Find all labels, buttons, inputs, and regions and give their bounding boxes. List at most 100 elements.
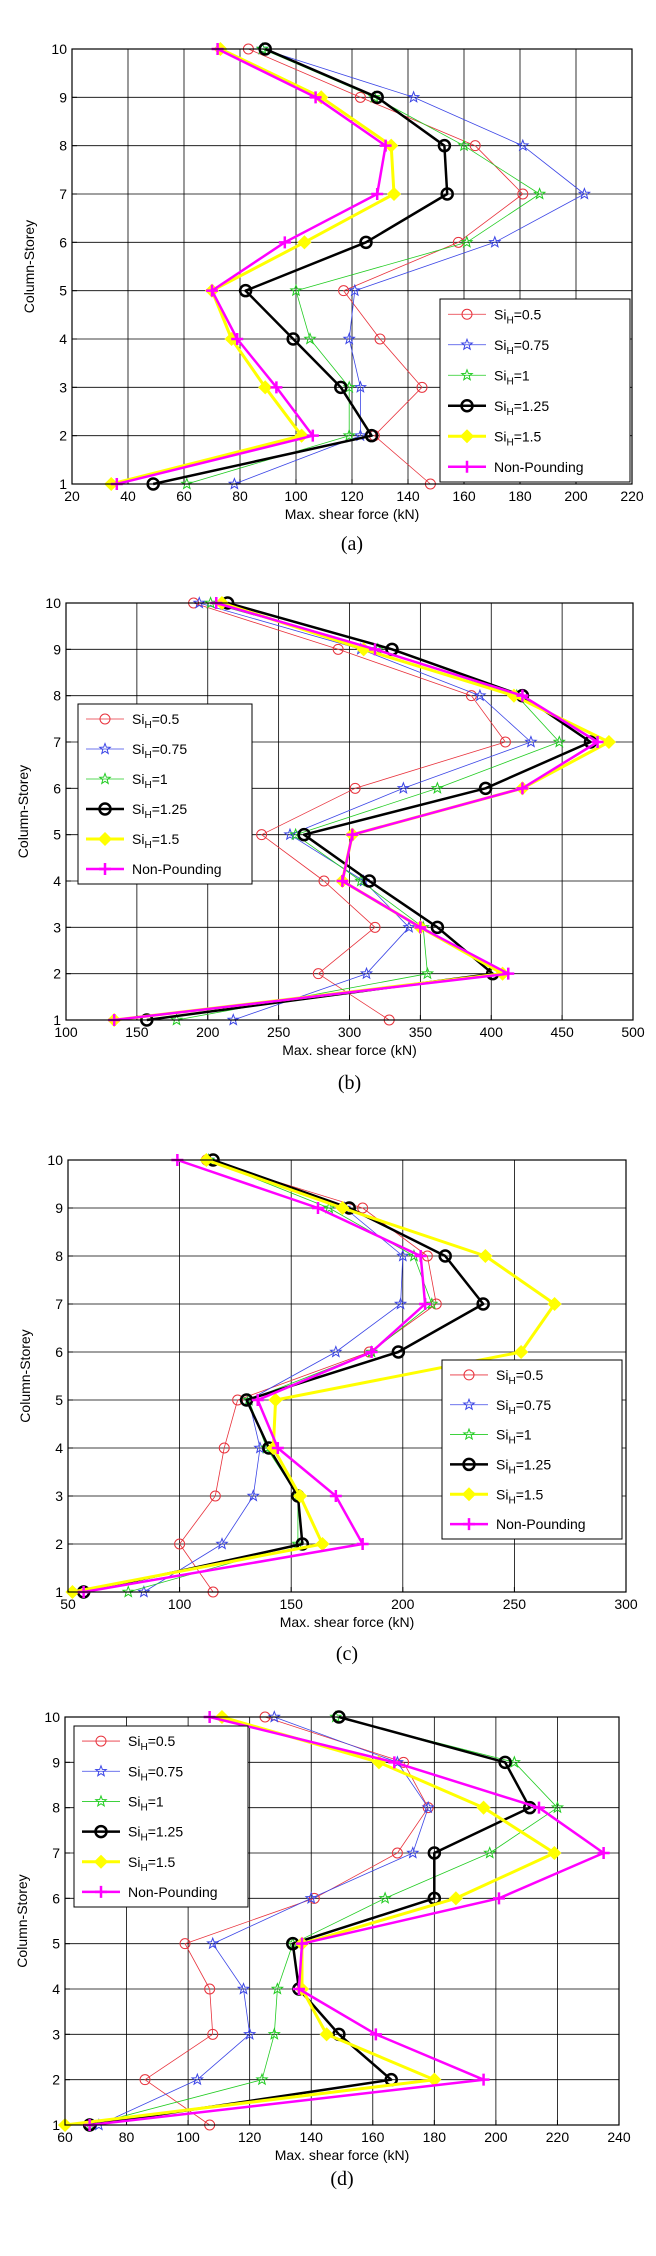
marker-star xyxy=(402,920,416,933)
marker-star xyxy=(243,2027,257,2040)
x-tick-label: 400 xyxy=(480,1024,504,1040)
series-line xyxy=(72,1158,557,1594)
series-line xyxy=(64,1715,556,2127)
marker-circle xyxy=(364,428,379,443)
marker-circle xyxy=(338,285,350,297)
legend-label: Non-Pounding xyxy=(494,459,584,475)
marker-circle xyxy=(174,1538,186,1550)
marker-star xyxy=(192,596,206,609)
series-SiH=0.75 xyxy=(92,1710,435,2131)
y-tick-label: 2 xyxy=(55,1536,63,1552)
marker-plus xyxy=(371,188,384,200)
y-tick-label: 3 xyxy=(53,919,61,935)
legend-label: Non-Pounding xyxy=(496,1516,586,1532)
x-tick-label: 180 xyxy=(508,488,532,504)
marker-plus xyxy=(414,921,427,934)
marker-diamond xyxy=(459,429,475,444)
marker-circle xyxy=(362,874,377,888)
marker-plus xyxy=(369,643,382,656)
legend-entry: SiH=1.25 xyxy=(448,398,549,418)
y-tick-label: 1 xyxy=(53,1012,61,1028)
x-tick-label: 20 xyxy=(64,488,80,504)
x-tick-label: 100 xyxy=(54,1024,78,1040)
series-line xyxy=(143,1159,404,1593)
marker-star xyxy=(462,1427,476,1441)
legend-entry: SiH=1 xyxy=(86,771,168,791)
legend-entry: SiH=1.5 xyxy=(450,1486,544,1506)
marker-plus xyxy=(251,1394,264,1406)
legend-entry: SiH=0.75 xyxy=(448,337,549,357)
marker-plus xyxy=(95,1885,107,1898)
y-axis-label: Column-Storey xyxy=(14,1874,30,1967)
marker-star xyxy=(236,1982,251,1995)
marker-circle xyxy=(286,332,300,346)
legend-label: SiH=0.75 xyxy=(496,1397,551,1417)
marker-star xyxy=(267,2027,281,2040)
marker-star xyxy=(98,742,112,755)
marker-star xyxy=(255,42,269,55)
marker-star xyxy=(393,1297,408,1310)
marker-diamond xyxy=(93,1854,109,1869)
marker-star xyxy=(226,1013,240,1026)
marker-plus xyxy=(356,1538,369,1550)
series-line xyxy=(83,1158,485,1594)
series-line xyxy=(89,1715,531,2127)
marker-star xyxy=(98,772,112,785)
panel-caption: (d) xyxy=(330,2168,353,2190)
marker-circle xyxy=(499,736,511,748)
marker-diamond xyxy=(476,1800,491,1815)
marker-diamond xyxy=(294,428,309,443)
marker-diamond xyxy=(448,1891,463,1906)
legend-label: SiH=0.5 xyxy=(128,1733,176,1753)
legend-entry: SiH=0.75 xyxy=(450,1397,551,1417)
series-line xyxy=(248,48,524,485)
marker-star xyxy=(406,1846,420,1859)
marker-diamond xyxy=(319,2027,334,2042)
marker-circle xyxy=(438,1249,452,1263)
marker-circle xyxy=(498,1755,512,1770)
legend-label: SiH=1.25 xyxy=(132,801,187,821)
x-tick-label: 500 xyxy=(621,1024,645,1040)
marker-star xyxy=(421,1800,435,1814)
marker-plus xyxy=(463,1518,475,1531)
x-tick-label: 160 xyxy=(361,2129,385,2145)
y-tick-label: 9 xyxy=(53,641,61,657)
marker-plus xyxy=(346,828,359,841)
marker-star xyxy=(190,2072,204,2086)
marker-star xyxy=(246,1489,260,1502)
marker-circle xyxy=(95,1735,107,1747)
marker-plus xyxy=(516,689,529,702)
marker-star xyxy=(206,1936,220,1950)
marker-diamond xyxy=(547,1845,562,1861)
marker-circle xyxy=(478,781,493,796)
marker-plus xyxy=(206,284,218,297)
marker-star xyxy=(329,1345,343,1358)
legend-label: SiH=1 xyxy=(128,1793,164,1813)
marker-star xyxy=(121,1585,135,1598)
marker-diamond xyxy=(461,1487,477,1502)
y-tick-label: 8 xyxy=(55,1248,63,1264)
marker-circle xyxy=(460,399,474,413)
legend-entry: SiH=0.5 xyxy=(82,1733,176,1753)
y-tick-label: 3 xyxy=(59,379,67,395)
marker-circle xyxy=(437,138,452,153)
x-tick-label: 120 xyxy=(238,2129,262,2145)
series-line xyxy=(116,47,387,486)
x-axis-label: Max. shear force (kN) xyxy=(280,1614,415,1630)
marker-star xyxy=(270,1982,284,1995)
legend-entry: SiH=1 xyxy=(448,367,530,387)
legend-label: SiH=1 xyxy=(496,1427,532,1447)
panel-caption: (c) xyxy=(336,1643,358,1665)
marker-plus xyxy=(99,863,111,875)
marker-plus xyxy=(292,1983,305,1995)
x-tick-label: 350 xyxy=(409,1024,433,1040)
legend-label: SiH=0.75 xyxy=(494,337,549,357)
series-line xyxy=(152,47,449,486)
marker-star xyxy=(289,283,303,297)
series-line xyxy=(114,601,599,1022)
marker-star xyxy=(407,90,421,103)
x-tick-label: 450 xyxy=(550,1024,574,1040)
series-line xyxy=(234,48,585,485)
legend: SiH=0.5 SiH=0.75 SiH=1 SiH=1.25 SiH=1.5 Non-P… xyxy=(439,298,631,483)
marker-circle xyxy=(369,921,381,933)
